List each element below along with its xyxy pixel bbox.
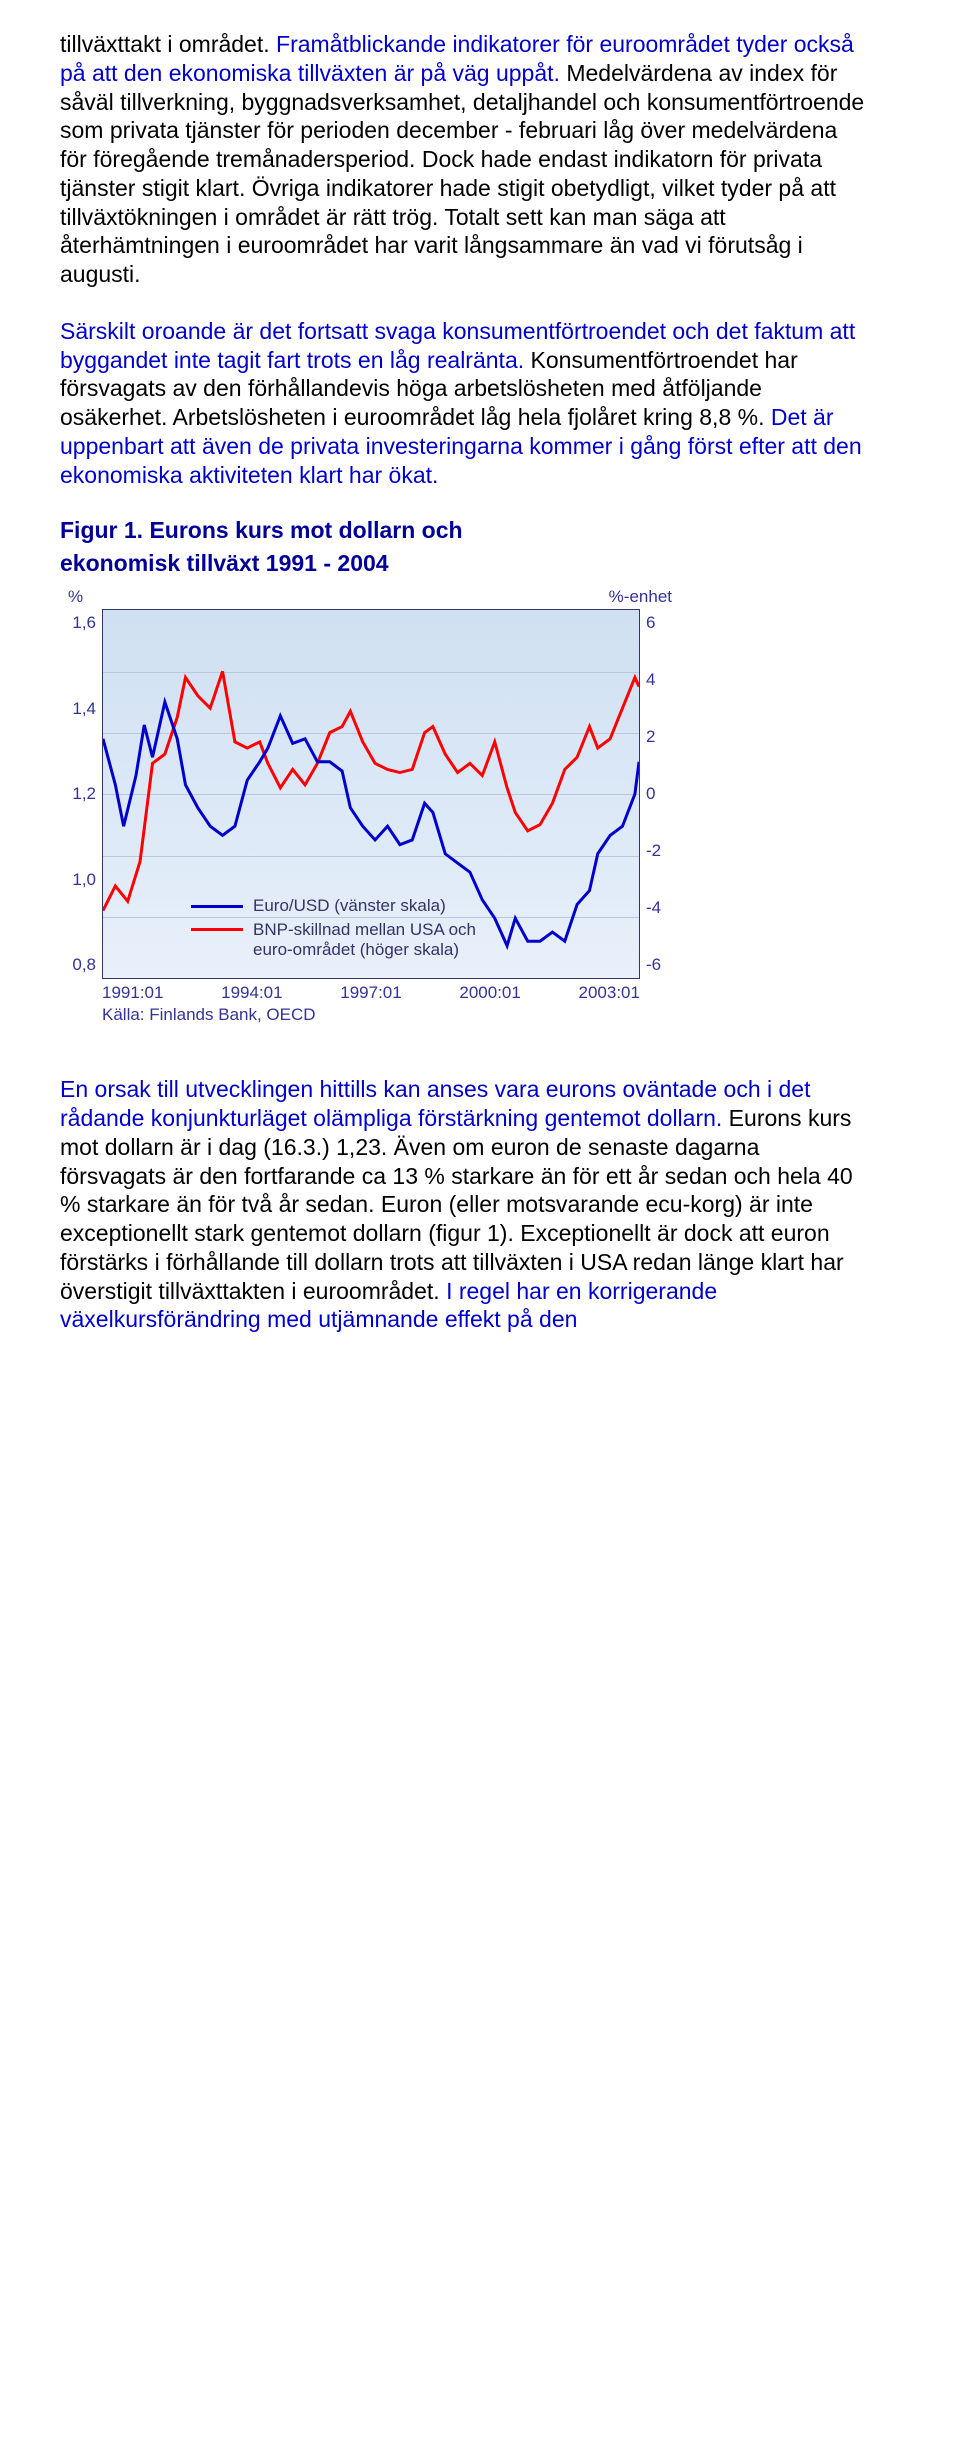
x-axis: 1991:01 1994:01 1997:01 2000:01 2003:01 <box>60 979 640 1003</box>
figure-title-line1: Figur 1. Eurons kurs mot dollarn och <box>60 517 870 544</box>
p3-highlight-a: En orsak till utvecklingen hittills kan … <box>60 1076 810 1131</box>
figure-1-chart: % %-enhet 1,6 1,4 1,2 1,0 0,8 Euro/USD (… <box>60 587 680 1025</box>
yl-tick: 1,0 <box>72 870 96 890</box>
yr-tick: 4 <box>646 670 655 690</box>
yr-tick: 6 <box>646 613 655 633</box>
legend-swatch-1 <box>191 905 243 908</box>
yl-tick: 1,4 <box>72 699 96 719</box>
x-tick: 2003:01 <box>579 983 640 1003</box>
x-tick: 1997:01 <box>340 983 401 1003</box>
figure-title-line2: ekonomisk tillväxt 1991 - 2004 <box>60 550 870 577</box>
yl-tick: 0,8 <box>72 955 96 975</box>
p3-text: Eurons kurs mot dollarn är i dag (16.3.)… <box>60 1105 853 1304</box>
figure-heading: Figur 1. Eurons kurs mot dollarn och eko… <box>60 517 870 577</box>
legend-swatch-2 <box>191 928 243 931</box>
legend-label-1: Euro/USD (vänster skala) <box>253 896 446 916</box>
y-left-unit: % <box>68 587 83 607</box>
x-tick: 1994:01 <box>221 983 282 1003</box>
x-tick: 2000:01 <box>459 983 520 1003</box>
paragraph-2: Särskilt oroande är det fortsatt svaga k… <box>60 317 870 490</box>
yl-tick: 1,6 <box>72 613 96 633</box>
yr-tick: 2 <box>646 727 655 747</box>
yr-tick: -4 <box>646 898 661 918</box>
x-tick: 1991:01 <box>102 983 163 1003</box>
p1-text-a: tillväxttakt i området. <box>60 31 276 57</box>
chart-source: Källa: Finlands Bank, OECD <box>60 1003 680 1025</box>
yl-tick: 1,2 <box>72 784 96 804</box>
paragraph-1: tillväxttakt i området. Framåtblickande … <box>60 30 870 289</box>
legend-label-2: BNP-skillnad mellan USA och euro-området… <box>253 920 476 960</box>
y-axis-right: 6 4 2 0 -2 -4 -6 <box>640 609 680 979</box>
chart-legend: Euro/USD (vänster skala) BNP-skillnad me… <box>191 896 476 964</box>
paragraph-3: En orsak till utvecklingen hittills kan … <box>60 1075 870 1334</box>
y-right-unit: %-enhet <box>609 587 672 607</box>
yr-tick: -6 <box>646 955 661 975</box>
yr-tick: 0 <box>646 784 655 804</box>
yr-tick: -2 <box>646 841 661 861</box>
y-axis-left: 1,6 1,4 1,2 1,0 0,8 <box>60 609 102 979</box>
p1-text-b: Medelvärdena av index för såväl tillverk… <box>60 60 864 287</box>
plot-area: Euro/USD (vänster skala) BNP-skillnad me… <box>102 609 640 979</box>
